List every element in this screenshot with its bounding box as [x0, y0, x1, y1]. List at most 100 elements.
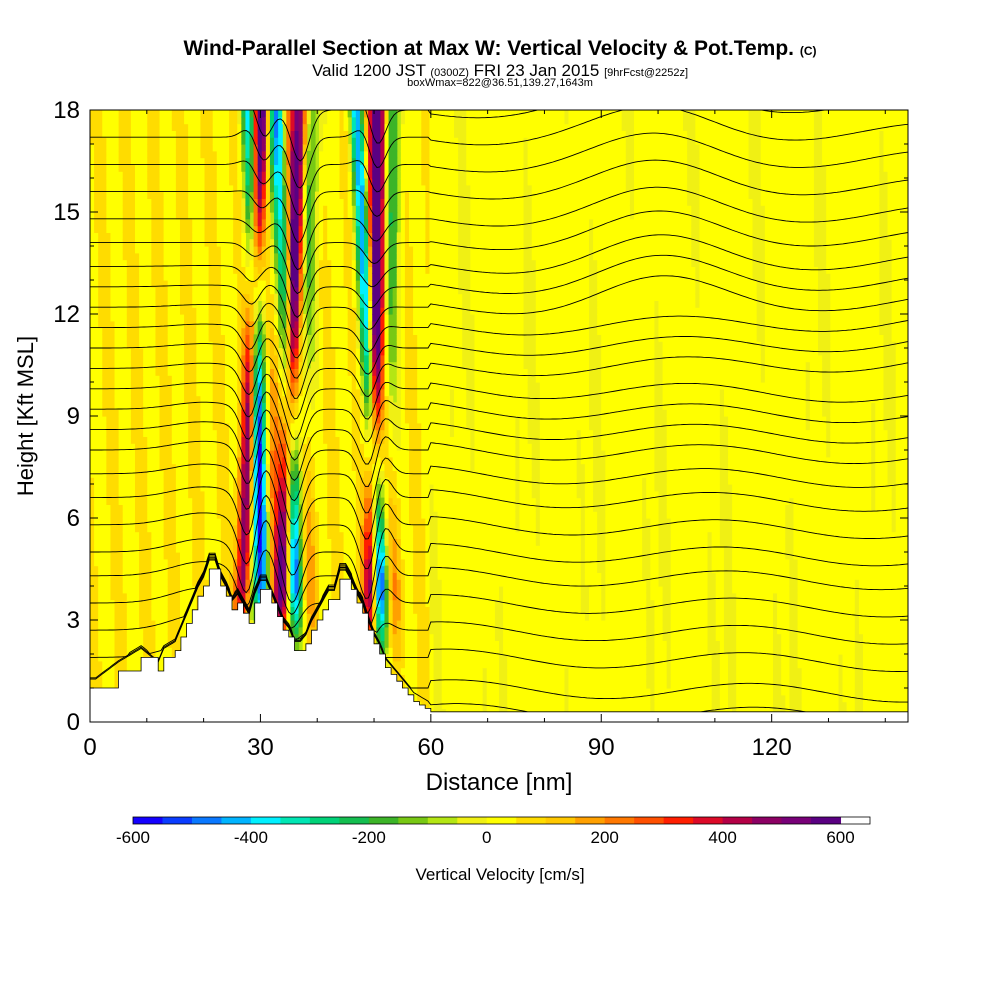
field-cell — [196, 198, 202, 206]
field-cell — [204, 490, 210, 499]
field-cell — [229, 429, 234, 437]
field-cell — [298, 225, 304, 233]
field-cell — [98, 456, 103, 465]
field-cell — [269, 205, 275, 213]
field-cell — [290, 531, 296, 539]
field-cell — [122, 314, 128, 322]
field-cell — [118, 212, 124, 220]
field-cell — [118, 606, 124, 614]
field-cell — [253, 429, 259, 437]
field-cell — [118, 613, 124, 621]
field-cell — [110, 280, 116, 288]
field-cell — [294, 130, 300, 138]
field-cell — [102, 640, 107, 648]
field-cell — [257, 123, 263, 131]
field-cell — [302, 164, 308, 172]
field-cell — [179, 314, 185, 322]
field-cell — [196, 314, 202, 322]
field-cell — [229, 518, 234, 526]
field-cell — [224, 402, 230, 410]
field-cell — [229, 416, 234, 424]
field-cell — [126, 110, 132, 111]
field-cell — [229, 198, 234, 206]
field-cell — [216, 531, 222, 539]
field-cell — [163, 191, 169, 199]
field-cell — [229, 368, 234, 376]
field-cell — [286, 490, 292, 499]
field-cell — [237, 586, 242, 594]
field-cell — [147, 157, 152, 165]
field-cell — [167, 314, 173, 322]
field-cell — [171, 164, 177, 172]
field-cell — [290, 130, 296, 138]
chart-subtitle: Valid 1200 JST (0300Z) FRI 23 Jan 2015 [… — [0, 61, 1000, 81]
field-cell — [184, 266, 189, 274]
field-cell — [208, 191, 214, 199]
field-cell — [171, 286, 177, 295]
field-cell — [294, 409, 300, 417]
field-cell — [269, 382, 275, 390]
field-cell — [298, 592, 304, 601]
field-cell — [94, 259, 99, 267]
field-cell — [192, 436, 197, 444]
field-cell — [175, 436, 181, 444]
field-cell — [274, 422, 279, 431]
field-cell — [151, 524, 157, 533]
field-cell — [171, 470, 177, 478]
field-cell — [208, 232, 214, 240]
field-cell — [155, 144, 161, 152]
field-cell — [245, 314, 251, 322]
field-cell — [159, 368, 165, 376]
field-cell — [278, 518, 283, 526]
field-cell — [167, 497, 173, 505]
field-cell — [122, 273, 128, 281]
field-cell — [159, 654, 165, 662]
field-cell — [110, 314, 116, 322]
field-cell — [151, 218, 157, 227]
field-cell — [310, 592, 316, 601]
field-cell — [106, 259, 112, 267]
field-cell — [188, 504, 193, 512]
field-cell — [200, 586, 206, 594]
field-cell — [147, 150, 152, 159]
field-cell — [175, 633, 181, 641]
field-cell — [274, 198, 279, 206]
field-cell — [159, 497, 165, 505]
field-cell — [224, 463, 230, 471]
field-cell — [204, 484, 210, 492]
field-cell — [114, 259, 120, 267]
field-cell — [314, 341, 320, 349]
field-cell — [151, 538, 157, 546]
field-cell — [274, 416, 279, 424]
field-cell — [98, 334, 103, 342]
field-cell — [282, 171, 287, 179]
field-cell — [294, 497, 300, 505]
field-cell — [269, 565, 275, 573]
field-cell — [126, 531, 132, 539]
field-cell — [310, 443, 316, 451]
field-cell — [179, 225, 185, 233]
field-cell — [200, 273, 206, 281]
field-cell — [200, 144, 206, 152]
field-cell — [106, 293, 112, 301]
field-cell — [118, 300, 124, 308]
field-cell — [306, 150, 312, 159]
field-cell — [298, 511, 304, 519]
field-cell — [94, 171, 99, 179]
field-cell — [229, 157, 234, 165]
field-cell — [282, 606, 287, 614]
field-cell — [98, 518, 103, 526]
field-cell — [233, 205, 238, 213]
field-cell — [114, 110, 120, 118]
field-cell — [175, 259, 181, 267]
field-cell — [269, 150, 275, 159]
field-cell — [245, 334, 251, 342]
field-cell — [224, 150, 230, 159]
field-cell — [245, 456, 251, 465]
field-cell — [294, 477, 300, 485]
field-cell — [171, 572, 177, 580]
field-cell — [306, 538, 312, 546]
field-cell — [143, 375, 148, 383]
field-cell — [192, 538, 197, 546]
field-cell — [208, 511, 214, 519]
